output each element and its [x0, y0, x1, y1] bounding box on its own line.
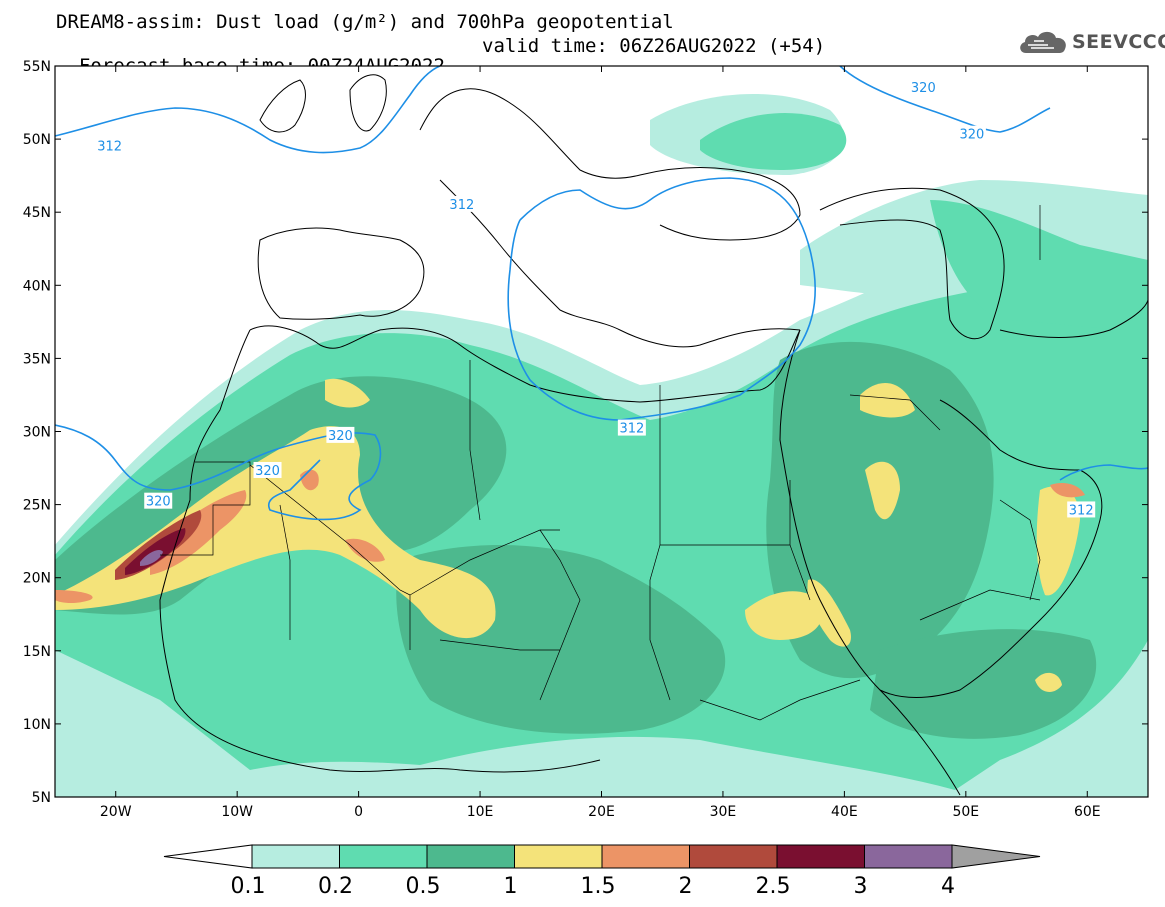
colorbar-segment — [339, 844, 428, 869]
dust-band-1-saudi — [865, 461, 900, 520]
valid-time: valid time: 06Z26AUG2022 (+54) — [482, 35, 826, 57]
colorbar-segment — [601, 844, 690, 869]
colorbar-label: 0.2 — [318, 874, 353, 899]
colorbar-label: 3 — [854, 874, 868, 899]
dust-band-1-iraq — [860, 383, 915, 418]
contour-label-bg — [909, 78, 938, 95]
lat-tick-label: 30N — [23, 425, 51, 441]
colorbar-label: 2 — [679, 874, 693, 899]
contour-312-north — [55, 66, 441, 154]
colorbar-label: 4 — [941, 874, 955, 899]
map-title: DREAM8-assim: Dust load (g/m²) and 700hP… — [56, 11, 674, 33]
lon-tick-label: 10E — [467, 804, 494, 820]
colorbar-segment — [426, 844, 515, 869]
lon-tick-label: 30E — [710, 804, 737, 820]
contour-label-bg — [253, 461, 282, 478]
contour-labels: 312 312 312 312 320 320 320 320 320 — [95, 78, 1096, 518]
country-borders — [160, 205, 1041, 721]
contour-label: 312 — [1069, 503, 1094, 518]
dust-band-1-sudan — [745, 591, 823, 640]
lat-tick-label: 45N — [23, 205, 51, 221]
colorbar-segment — [689, 844, 778, 869]
dust-band-0.2-east — [930, 200, 1148, 330]
contour-label-bg — [95, 137, 124, 154]
dust-band-0.5-horn — [870, 629, 1097, 739]
colorbar-label: 0.5 — [406, 874, 441, 899]
contour-label-bg — [957, 125, 986, 142]
lon-tick-label: 40E — [831, 804, 858, 820]
dust-band-1-atlas — [325, 378, 370, 408]
contour-label: 312 — [449, 198, 474, 213]
colorbar: 0.1 0.2 0.5 1 1.5 2 2.5 3 4 — [163, 844, 1041, 899]
colorbar-label: 1.5 — [581, 874, 616, 899]
colorbar-label: 2.5 — [756, 874, 791, 899]
lon-tick-label: 20W — [100, 804, 132, 820]
logo-text: SEEVCCC — [1072, 31, 1165, 53]
contour-label-bg — [1067, 501, 1096, 518]
colorbar-segment — [514, 844, 603, 869]
lat-tick-label: 5N — [32, 790, 51, 806]
lon-tick-label: 10W — [221, 804, 253, 820]
lat-tick-label: 55N — [23, 59, 51, 75]
lon-tick-label: 60E — [1074, 804, 1101, 820]
contour-label: 312 — [97, 139, 122, 154]
contour-label: 320 — [911, 81, 936, 96]
geopotential-contours — [55, 66, 1148, 521]
contour-label: 320 — [328, 429, 353, 444]
lon-tick-label: 20E — [588, 804, 615, 820]
seevccc-logo: SEEVCCC — [1018, 27, 1165, 57]
dust-band-0.2-north — [700, 113, 847, 170]
contour-label-bg — [326, 426, 355, 443]
lat-tick-label: 20N — [23, 571, 51, 587]
colorbar-segment — [864, 844, 953, 869]
lon-tick-label: 50E — [952, 804, 979, 820]
dust-band-1-west — [55, 426, 496, 639]
colorbar-segment — [251, 844, 340, 869]
contour-label-bg — [617, 419, 646, 436]
coastlines — [159, 74, 1148, 796]
cloud-logo-icon — [1020, 31, 1066, 53]
colorbar-segment — [776, 844, 865, 869]
lat-tick-label: 35N — [23, 351, 51, 367]
lat-tick-label: 10N — [23, 717, 51, 733]
contour-label-bg — [144, 492, 173, 509]
axis-ticks: 55N 50N 45N 40N 35N 30N 25N 20N 15N 10N 5N 20W 10W 0 1… — [23, 59, 1148, 820]
dust-band-1-somalia — [1035, 672, 1062, 692]
contour-label-bg — [447, 195, 476, 212]
contour-312-med — [507, 177, 816, 421]
colorbar-low-arrow — [163, 844, 253, 869]
contour-label: 320 — [959, 128, 984, 143]
colorbar-high-arrow — [951, 844, 1041, 869]
colorbar-label: 1 — [504, 874, 518, 899]
contour-label: 320 — [146, 495, 171, 510]
dust-band-3 — [140, 550, 163, 566]
colorbar-label: 0.1 — [231, 874, 266, 899]
contour-320-atlantic — [55, 424, 382, 521]
dust-field — [55, 66, 1148, 797]
lat-tick-label: 25N — [23, 498, 51, 514]
lat-tick-label: 40N — [23, 278, 51, 294]
lat-tick-label: 15N — [23, 644, 51, 660]
contour-label: 320 — [255, 464, 280, 479]
contour-312-east — [1059, 464, 1148, 481]
contour-label: 312 — [619, 422, 644, 437]
lon-tick-label: 0 — [354, 804, 363, 820]
lat-tick-label: 50N — [23, 132, 51, 148]
contour-320-russia — [839, 66, 1051, 133]
